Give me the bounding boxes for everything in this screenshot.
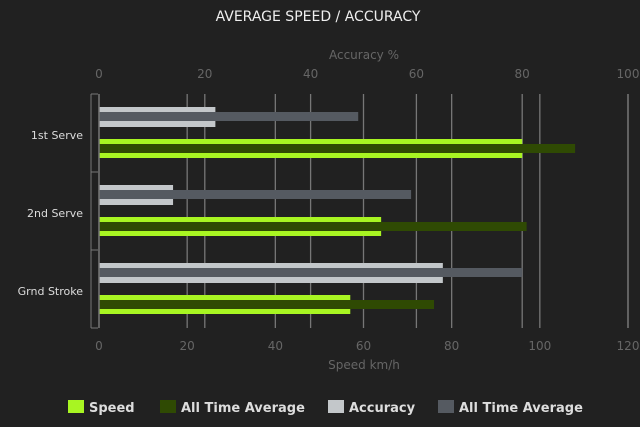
- speed-tick-label: 120: [617, 339, 640, 353]
- category-label: 2nd Serve: [27, 207, 83, 220]
- bar-accuracy-all-time-average: [99, 268, 523, 277]
- legend-swatch: [160, 400, 176, 413]
- accuracy-tick-label: 0: [95, 67, 103, 81]
- bar-speed-all-time-average: [99, 300, 435, 309]
- legend-swatch: [68, 400, 84, 413]
- bottom-axis-label: Speed km/h: [328, 358, 400, 372]
- legend-label: All Time Average: [459, 401, 583, 416]
- speed-tick-label: 40: [268, 339, 283, 353]
- legend-swatch: [328, 400, 344, 413]
- bar-accuracy-all-time-average: [99, 190, 412, 199]
- legend-label: All Time Average: [181, 401, 305, 416]
- top-axis-label: Accuracy %: [329, 48, 399, 62]
- accuracy-tick-label: 60: [409, 67, 424, 81]
- speed-tick-label: 100: [528, 339, 551, 353]
- legend-label: Accuracy: [349, 401, 416, 416]
- bar-speed-all-time-average: [99, 222, 527, 231]
- speed-tick-label: 60: [356, 339, 371, 353]
- speed-tick-label: 80: [444, 339, 459, 353]
- accuracy-tick-label: 100: [617, 67, 640, 81]
- accuracy-tick-label: 40: [303, 67, 318, 81]
- accuracy-tick-label: 20: [197, 67, 212, 81]
- legend-label: Speed: [89, 401, 135, 416]
- category-label: Grnd Stroke: [18, 285, 84, 298]
- legend-swatch: [438, 400, 454, 413]
- speed-tick-label: 20: [180, 339, 195, 353]
- bar-accuracy-all-time-average: [99, 112, 359, 121]
- speed-tick-label: 0: [95, 339, 103, 353]
- accuracy-tick-label: 80: [515, 67, 530, 81]
- chart-title: AVERAGE SPEED / ACCURACY: [216, 9, 421, 25]
- category-label: 1st Serve: [31, 129, 83, 142]
- bar-speed-all-time-average: [99, 144, 576, 153]
